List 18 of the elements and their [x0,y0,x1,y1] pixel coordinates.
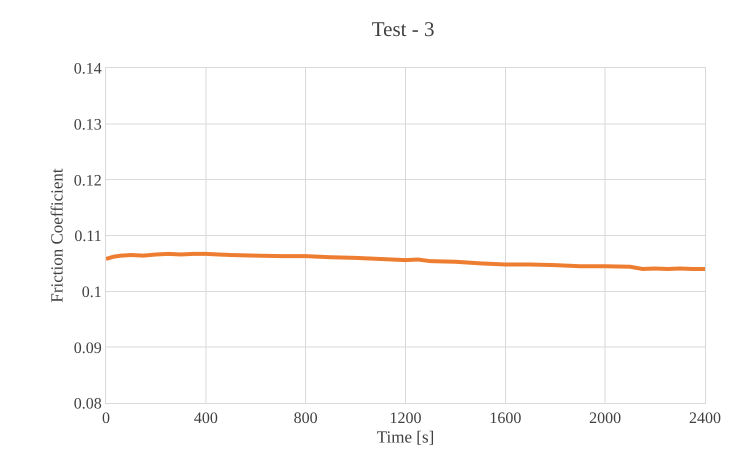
x-tick-label: 400 [194,410,218,428]
y-tick-label: 0.08 [74,396,102,413]
x-tick-label: 0 [102,410,110,428]
y-tick-label: 0.1 [82,284,102,301]
x-axis-title: Time [s] [376,428,434,447]
y-tick-label: 0.14 [74,60,102,78]
x-tick-label: 1200 [390,410,422,428]
x-tick-label: 2400 [689,410,721,428]
y-tick-label: 0.13 [74,116,102,134]
x-tick-label: 1600 [489,410,522,428]
line-series [106,252,705,271]
y-tick-label: 0.11 [74,228,102,246]
x-tick-label: 2000 [589,410,622,428]
y-tick-label: 0.09 [74,340,102,357]
y-tick-label: 0.12 [74,172,102,190]
y-axis-title: Friction Coefficient [47,168,66,303]
x-tick-label: 800 [294,410,318,428]
chart-title: Test - 3 [372,17,434,42]
